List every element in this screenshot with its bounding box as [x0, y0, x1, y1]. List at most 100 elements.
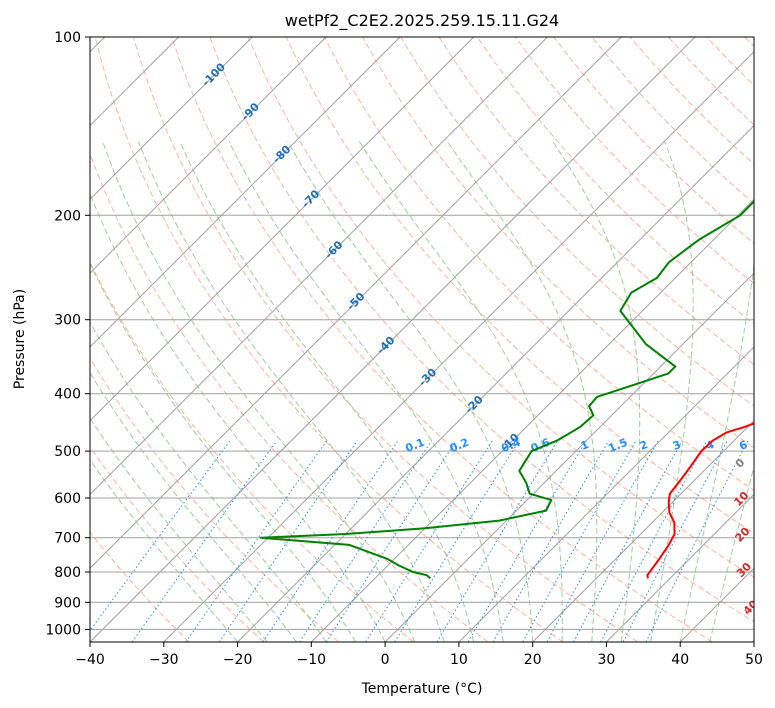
mixing-ratio-line	[546, 440, 659, 642]
mixing-ratio-label: 0.1	[404, 436, 427, 455]
isotherm-line	[90, 37, 401, 348]
isotherm-line	[606, 493, 754, 642]
dry-adiabat	[438, 37, 754, 366]
isotherm-line	[310, 198, 754, 642]
axes: −40 −30 −20 −10 0 10 20 30 40 5010020030040050060…	[45, 30, 763, 668]
dry-adiabat	[94, 37, 564, 642]
mixing-ratio-line	[394, 440, 520, 642]
isotherm-label: -70	[299, 187, 322, 210]
y-tick-label: 500	[54, 444, 81, 460]
dry-adiabat	[209, 37, 754, 623]
dry-adiabat	[90, 531, 190, 642]
moist-adiabat	[90, 371, 297, 642]
y-tick-label: 200	[54, 208, 81, 224]
plot-frame	[89, 36, 755, 643]
x-tick-label: −10	[297, 652, 327, 668]
isotherm-line	[90, 37, 696, 642]
y-tick-label: 100	[54, 30, 81, 46]
dry-adiabat	[591, 37, 754, 205]
dry-adiabat	[476, 37, 754, 325]
isotherm-line	[458, 346, 754, 642]
isotherm-line	[90, 37, 475, 422]
mixing-ratio-label: 0.2	[448, 436, 471, 455]
dry-adiabat	[629, 37, 754, 165]
y-tick-label: 700	[54, 531, 81, 547]
x-tick-label: 50	[745, 652, 763, 668]
dry-adiabat	[247, 37, 754, 578]
dry-adiabat	[132, 37, 639, 642]
dry-adiabat	[706, 37, 754, 87]
isotherm-line	[753, 641, 754, 642]
temperature-profile	[646, 422, 754, 579]
mixing-ratio-line	[262, 440, 399, 642]
mixing-ratio-line	[299, 440, 433, 642]
x-axis-label: Temperature (°C)	[361, 681, 483, 697]
y-axis-label: Pressure (hPa)	[12, 289, 28, 389]
mixing-ratio-label: 0.6	[529, 436, 552, 455]
x-tick-label: 20	[524, 652, 542, 668]
isotherm-line	[384, 272, 754, 642]
dewpoint-profile	[259, 199, 754, 580]
dry-adiabat	[362, 37, 754, 449]
y-tick-label: 900	[54, 595, 81, 611]
isotherm-line	[90, 37, 548, 496]
mixing-ratio-line	[131, 440, 278, 642]
mixing-ratio-line	[467, 440, 587, 642]
mixing-ratio-line	[185, 440, 328, 642]
isotherm-label: -20	[463, 393, 486, 416]
isotherm-line	[163, 51, 754, 642]
adiabat-label: 10	[731, 489, 751, 509]
mixing-ratio-label: 2	[638, 438, 650, 453]
mixing-ratio-line	[600, 440, 708, 642]
x-tick-label: −20	[223, 652, 253, 668]
mixing-ratio-line	[645, 440, 749, 642]
mixing-ratio-line	[325, 440, 457, 642]
moist-adiabat	[650, 141, 694, 642]
plot-area	[90, 37, 754, 642]
y-tick-label: 300	[54, 313, 81, 329]
mixing-ratio-label: 1	[579, 438, 591, 453]
moist-adiabat	[90, 417, 268, 642]
dry-adiabat	[90, 260, 414, 642]
chart-title: wetPf2_C2E2.2025.259.15.11.G24	[285, 11, 559, 31]
mixing-ratio-label: 8	[767, 438, 775, 453]
dry-adiabat	[90, 356, 339, 642]
dry-adiabat	[90, 152, 489, 642]
x-tick-label: 10	[450, 652, 468, 668]
moist-adiabat	[446, 141, 598, 642]
y-tick-label: 800	[54, 565, 81, 581]
adiabat-label: 0	[733, 456, 748, 471]
isotherm-line	[90, 37, 253, 201]
isotherm-line	[532, 419, 754, 642]
mixing-ratio-line	[90, 440, 231, 632]
y-tick-label: 400	[54, 387, 81, 403]
mixing-ratio-line	[218, 440, 358, 642]
dry-adiabat	[400, 37, 754, 407]
mixing-ratio-label: 1.5	[606, 436, 629, 455]
mixing-ratio-line	[436, 440, 559, 642]
isotherm-line	[237, 124, 754, 642]
dry-adiabat	[744, 37, 754, 47]
dry-adiabat	[90, 446, 265, 642]
moist-adiabat	[137, 141, 445, 642]
isotherm-line	[90, 37, 622, 569]
moist-adiabat	[228, 141, 504, 642]
plot-foreground: -100-90-80-70-60-50-40-30-20-100.1 0.2 0.4…	[199, 60, 775, 618]
y-tick-label: 1000	[45, 622, 81, 638]
mixing-ratio-line	[365, 440, 493, 642]
x-tick-label: 30	[597, 652, 615, 668]
isotherm-line	[90, 37, 327, 274]
mixing-ratio-line	[522, 440, 637, 642]
mixing-ratio-line	[492, 440, 610, 642]
mixing-ratio-line	[573, 440, 683, 642]
isotherm-line	[679, 567, 754, 642]
adiabat-label: 20	[733, 524, 753, 544]
x-tick-label: 0	[381, 652, 390, 668]
adiabat-label: 30	[734, 560, 754, 580]
y-tick-label: 600	[54, 491, 81, 507]
adiabat-label: 40	[741, 597, 761, 617]
x-tick-label: 40	[671, 652, 689, 668]
x-tick-label: −30	[149, 652, 179, 668]
dry-adiabat	[515, 37, 754, 285]
